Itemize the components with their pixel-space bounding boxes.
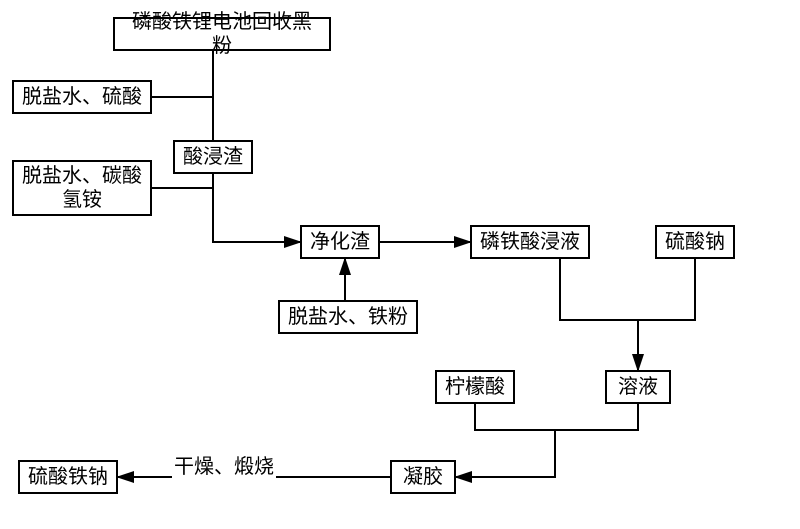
node-sodium-sulfate: 硫酸钠 <box>655 225 735 259</box>
node-label: 溶液 <box>618 375 658 399</box>
node-label: 净化渣 <box>310 230 370 254</box>
node-label: 脱盐水、硫酸 <box>22 85 142 109</box>
node-label: 脱盐水、铁粉 <box>288 305 408 329</box>
edge-label-text: 干燥、煅烧 <box>174 456 274 478</box>
node-desalt-ammonium: 脱盐水、碳酸氢铵 <box>12 160 152 216</box>
node-phosphate-leachate: 磷铁酸浸液 <box>470 225 590 259</box>
node-label: 硫酸铁钠 <box>28 465 108 489</box>
node-label: 酸浸渣 <box>183 145 243 169</box>
node-label: 脱盐水、碳酸氢铵 <box>22 164 142 212</box>
node-label: 凝胶 <box>403 465 443 489</box>
node-solution: 溶液 <box>605 370 671 404</box>
node-label: 柠檬酸 <box>445 375 505 399</box>
node-label: 磷酸铁锂电池回收黑粉 <box>123 10 321 58</box>
node-citric-acid: 柠檬酸 <box>435 370 515 404</box>
node-sodium-iron-sulfate: 硫酸铁钠 <box>18 460 118 494</box>
node-acid-leach-residue: 酸浸渣 <box>173 140 253 174</box>
edge-label-dry-calcine: 干燥、煅烧 <box>172 450 276 479</box>
node-purify-residue: 净化渣 <box>300 225 380 259</box>
node-desalt-sulfuric: 脱盐水、硫酸 <box>12 80 152 114</box>
node-desalt-iron: 脱盐水、铁粉 <box>278 300 418 334</box>
node-label: 硫酸钠 <box>665 230 725 254</box>
node-black-powder: 磷酸铁锂电池回收黑粉 <box>113 17 331 51</box>
node-label: 磷铁酸浸液 <box>480 230 580 254</box>
node-gel: 凝胶 <box>390 460 456 494</box>
